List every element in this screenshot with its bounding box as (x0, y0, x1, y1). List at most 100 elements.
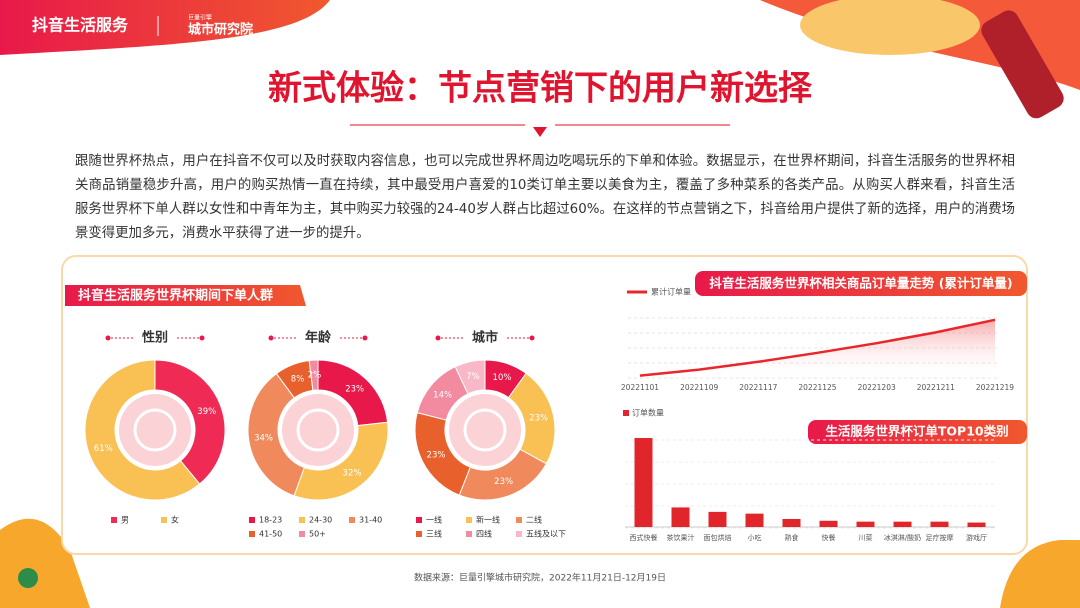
data-label: 23% (529, 414, 548, 424)
donut-slice (308, 359, 319, 391)
bar (634, 438, 653, 527)
legend-label: 50+ (309, 530, 326, 539)
legend-swatch (416, 531, 422, 537)
x-tick-label: 20221117 (739, 383, 777, 392)
legend-swatch (161, 517, 167, 523)
legend-swatch (111, 517, 117, 523)
legend-label: 一线 (426, 515, 442, 525)
bar-banner (808, 420, 1027, 444)
data-label: 39% (197, 407, 216, 417)
data-label: 61% (94, 444, 113, 454)
bar (745, 513, 764, 527)
donut-icon (296, 408, 340, 452)
donut-hole (282, 394, 354, 466)
pie-title: 年龄 (305, 330, 332, 346)
legend-label: 男 (121, 516, 129, 525)
legend-swatch (349, 517, 355, 523)
chart-title: 生活服务世界杯订单TOP10类别 (825, 424, 1008, 439)
data-label: 8% (291, 374, 305, 384)
title-dot (199, 335, 205, 341)
donut-hole (449, 394, 521, 466)
donut-icon (133, 408, 177, 452)
panel-banner (65, 285, 306, 306)
legend-label: 女 (171, 515, 179, 525)
legend-swatch (466, 517, 472, 523)
x-tick-label: 川菜 (859, 533, 873, 542)
ball-deco (18, 568, 38, 588)
data-label: 10% (493, 373, 512, 383)
x-tick-label: 面包烘焙 (704, 533, 732, 542)
x-tick-label: 20221211 (917, 383, 955, 392)
donut-hole (119, 394, 191, 466)
legend-label: 累计订单量 (651, 287, 691, 297)
bar (856, 521, 875, 527)
data-label: 2% (308, 371, 322, 381)
x-tick-label: 足疗按摩 (926, 533, 954, 542)
legend-label: 订单数量 (632, 408, 664, 418)
title-dot (268, 335, 274, 341)
line-banner (695, 271, 1027, 296)
bar (708, 511, 727, 527)
title-arrow (533, 127, 547, 137)
title-dot (362, 335, 368, 341)
partner-small: 巨量引擎 (188, 14, 212, 22)
legend-swatch (466, 531, 472, 537)
x-tick-label: 茶饮果汁 (667, 533, 695, 542)
pie-title: 性别 (142, 330, 168, 346)
data-label: 23% (494, 477, 513, 487)
bar (930, 521, 949, 527)
bar (671, 507, 690, 527)
legend-label: 31-40 (359, 516, 382, 525)
donut-slice (247, 372, 305, 497)
donut-slice (454, 359, 486, 395)
panel-title: 抖音生活服务世界杯期间下单人群 (78, 288, 273, 304)
intro-text: 跟随世界杯热点，用户在抖音不仅可以及时获取内容信息，也可以完成世界杯周边吃喝玩乐… (75, 154, 1015, 241)
legend-swatch (516, 531, 522, 537)
header: 抖音生活服务 巨量引擎 城市研究院 (32, 14, 253, 38)
source: 数据来源：巨量引擎城市研究院，2022年11月21日-12月19日 (414, 572, 666, 584)
x-tick-label: 冰淇淋/酸奶 (884, 533, 921, 542)
bottle-deco (981, 10, 1064, 119)
pie-title: 城市 (472, 330, 498, 346)
legend-swatch (516, 517, 522, 523)
data-label: 23% (427, 450, 446, 460)
x-tick-label: 快餐 (822, 533, 836, 542)
donut-slice (154, 359, 226, 485)
corner-deco (0, 0, 330, 55)
bar (819, 520, 838, 527)
x-tick-label: 西式快餐 (630, 533, 658, 542)
legend-label: 五线及以下 (526, 529, 566, 539)
legend-label: 四线 (476, 529, 492, 539)
legend-label: 二线 (526, 515, 542, 525)
data-label: 23% (345, 385, 364, 395)
donut-icon (463, 408, 507, 452)
legend-swatch (299, 517, 305, 523)
line (639, 318, 996, 377)
legend-label: 41-50 (259, 530, 282, 539)
title-dot (529, 335, 535, 341)
bar (782, 518, 801, 527)
legend-swatch (416, 517, 422, 523)
legend-label: 新一线 (476, 515, 500, 525)
x-tick-label: 小吃 (748, 533, 762, 542)
chart-title: 抖音生活服务世界杯相关商品订单量走势 (累计订单量) (709, 276, 1012, 291)
title-dot (435, 335, 441, 341)
legend-swatch (299, 531, 305, 537)
donut-slice (84, 359, 201, 501)
legend-label: 24-30 (309, 516, 332, 525)
partner: 城市研究院 (188, 22, 253, 38)
legend-swatch (249, 531, 255, 537)
x-tick-label: 20221101 (621, 383, 659, 392)
legend-swatch (623, 410, 629, 416)
data-label: 7% (466, 372, 480, 382)
x-tick-label: 20221109 (680, 383, 718, 392)
x-tick-label: 20221125 (798, 383, 836, 392)
legend-swatch (249, 517, 255, 523)
brand: 抖音生活服务 (32, 16, 129, 35)
donut-slice (293, 421, 389, 501)
page-title: 新式体验：节点营销下的用户新选择 (268, 69, 813, 109)
x-tick-label: 20221219 (976, 383, 1014, 392)
bar (893, 521, 912, 527)
area (640, 319, 995, 378)
